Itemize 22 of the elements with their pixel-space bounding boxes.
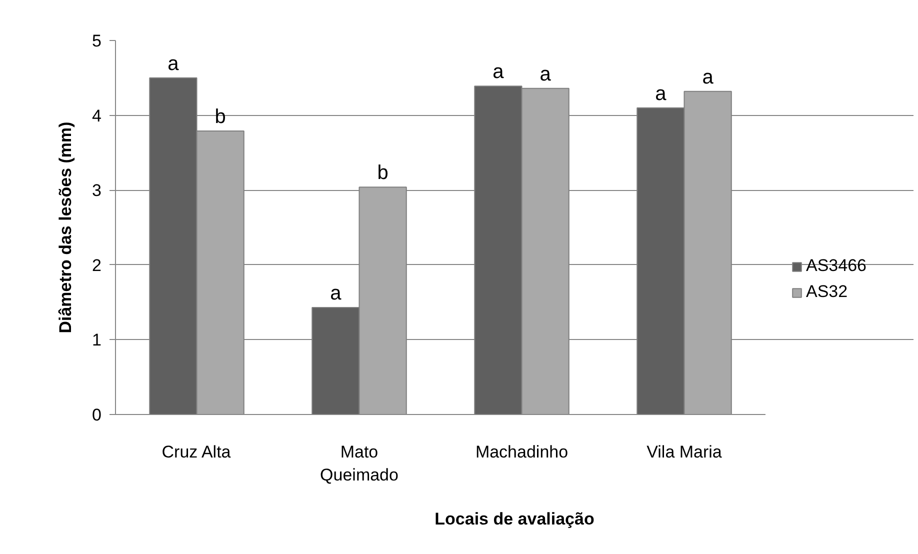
legend-label: AS3466	[806, 256, 866, 276]
legend-label: AS32	[806, 282, 848, 302]
x-tick-label: Vila Maria	[646, 442, 722, 462]
x-tick-label: Cruz Alta	[162, 442, 232, 462]
x-tick-label: Mato Queimado	[320, 442, 398, 484]
y-tick-label: 5	[92, 32, 102, 50]
y-tick-label: 0	[92, 406, 102, 424]
y-tick-label: 1	[92, 330, 102, 350]
x-tick-label: Machadinho	[475, 442, 568, 462]
y-tick-label: 2	[92, 256, 102, 275]
annotation: b	[377, 162, 388, 184]
annotation: a	[168, 52, 180, 75]
x-axis-title: Locais de avaliação	[434, 509, 594, 528]
annotation: b	[214, 106, 226, 128]
y-tick-label: 4	[92, 106, 102, 126]
annotation: a	[540, 63, 552, 86]
y-tick-label: 3	[92, 181, 102, 200]
annotation: a	[492, 61, 505, 84]
annotation: a	[655, 82, 668, 105]
annotation: a	[702, 66, 714, 88]
annotation: a	[330, 282, 342, 305]
y-axis-title: Diâmetro das lesões (mm)	[56, 122, 76, 334]
